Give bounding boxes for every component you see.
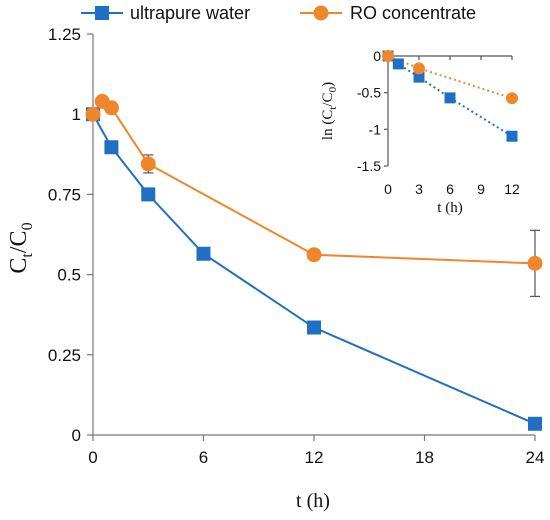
inset-data-point-square xyxy=(413,71,425,83)
y-axis-title: Ct/C0 xyxy=(6,222,36,273)
data-point-circle xyxy=(306,247,322,263)
y-title-sub-t: t xyxy=(19,253,36,258)
y-tick-label: 1 xyxy=(72,105,81,124)
data-point-square xyxy=(307,320,321,335)
data-point-square xyxy=(196,246,211,261)
inset-x-tick-label: 3 xyxy=(415,181,423,197)
data-point-circle xyxy=(103,100,119,116)
inset-y-tick-label: -0.5 xyxy=(357,85,381,101)
inset-y-tick-label: -1 xyxy=(369,121,382,137)
inset-x-axis-title: t (h) xyxy=(437,200,462,216)
y-tick-label: 0.75 xyxy=(48,185,81,204)
inset-y-tick-label: 0 xyxy=(373,48,381,64)
legend: ultrapure water RO concentrate xyxy=(81,3,476,23)
data-point-circle xyxy=(527,255,543,271)
inset-data-point-square xyxy=(506,130,518,142)
legend-label-ro-concentrate: RO concentrate xyxy=(350,3,476,23)
y-tick-label: 1.25 xyxy=(48,25,81,44)
inset-data-point-circle xyxy=(413,62,425,75)
inset-data-point-square xyxy=(392,58,404,70)
legend-item-ultrapure-water: ultrapure water xyxy=(81,3,250,23)
inset-data-point-circle xyxy=(506,92,518,105)
legend-label-ultrapure-water: ultrapure water xyxy=(130,3,250,23)
y-tick-label: 0 xyxy=(72,426,81,445)
inset-y-title-sub-0: 0 xyxy=(327,86,339,92)
x-axis-title: t (h) xyxy=(296,490,330,512)
inset-x-tick-label: 6 xyxy=(446,181,454,197)
y-title-sub-0: 0 xyxy=(19,222,36,230)
data-point-square xyxy=(104,140,119,155)
x-tick-label: 0 xyxy=(88,448,97,467)
y-title-c: C xyxy=(6,258,32,274)
inset-axes: 0-0.5-1-1.50 3 6 9 12 xyxy=(357,48,520,197)
x-tick-label: 24 xyxy=(526,448,545,467)
main-axes: 0 0.25 0.5 0.75 1 1.25 0 6 12 18 24 xyxy=(48,25,545,467)
inset-y-title-suffix: ) xyxy=(320,82,336,87)
x-tick-label: 18 xyxy=(415,448,434,467)
data-point-square xyxy=(141,187,156,202)
legend-marker-square xyxy=(95,6,109,20)
data-point-circle xyxy=(85,106,101,122)
y-tick-label: 0.25 xyxy=(48,346,81,365)
inset-y-title-mid: /C xyxy=(320,92,336,106)
inset-y-axis-title: ln (Ct/C0) xyxy=(320,82,339,140)
data-point-circle xyxy=(140,156,156,172)
inset-y-title-prefix: ln (C xyxy=(320,110,336,140)
inset-data-point-circle xyxy=(382,50,394,62)
y-title-slash: /C xyxy=(6,230,32,253)
inset-data-point-square xyxy=(444,92,456,104)
inset-background xyxy=(388,56,512,166)
inset-y-title-sub-t: t xyxy=(327,107,339,110)
y-tick-label: 0.5 xyxy=(57,266,81,285)
inset-x-tick-label: 0 xyxy=(384,181,392,197)
legend-item-ro-concentrate: RO concentrate xyxy=(300,3,476,23)
x-tick-label: 12 xyxy=(305,448,324,467)
inset-x-tick-label: 12 xyxy=(504,181,520,197)
inset-x-tick-label: 9 xyxy=(477,181,485,197)
data-point-square xyxy=(528,416,542,431)
inset-y-tick-label: -1.5 xyxy=(357,158,381,174)
main-series xyxy=(85,93,543,431)
inset-chart: 0-0.5-1-1.50 3 6 9 12 ln (Ct/C0) t (h) xyxy=(320,48,520,216)
x-tick-label: 6 xyxy=(199,448,208,467)
legend-marker-circle xyxy=(313,5,329,21)
inset-series xyxy=(382,50,518,142)
